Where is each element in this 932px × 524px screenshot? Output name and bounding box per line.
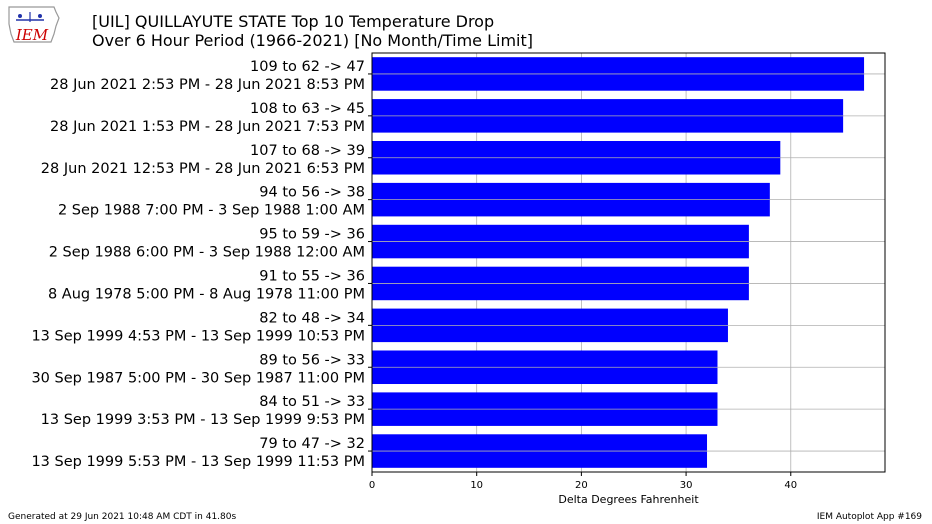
- category-label-drop: 95 to 59 -> 36: [259, 227, 365, 243]
- category-label-period: 28 Jun 2021 2:53 PM - 28 Jun 2021 8:53 P…: [50, 77, 365, 93]
- category-label-period: 8 Aug 1978 5:00 PM - 8 Aug 1978 11:00 PM: [48, 286, 365, 302]
- category-label-period: 13 Sep 1999 5:53 PM - 13 Sep 1999 11:53 …: [31, 454, 365, 470]
- category-label-period: 2 Sep 1988 7:00 PM - 3 Sep 1988 1:00 AM: [58, 203, 365, 219]
- category-label-period: 13 Sep 1999 3:53 PM - 13 Sep 1999 9:53 P…: [41, 412, 365, 428]
- title-line-1: [UIL] QUILLAYUTE STATE Top 10 Temperatur…: [92, 12, 495, 31]
- x-tick-label: 0: [369, 480, 375, 491]
- x-tick-label: 10: [470, 480, 483, 491]
- category-label-period: 30 Sep 1987 5:00 PM - 30 Sep 1987 11:00 …: [31, 370, 365, 386]
- iowa-state-outline-icon: IEM: [8, 6, 60, 44]
- app-id: IEM Autoplot App #169: [816, 512, 922, 522]
- plot-frame: [371, 52, 886, 473]
- category-label-period: 28 Jun 2021 1:53 PM - 28 Jun 2021 7:53 P…: [50, 119, 365, 135]
- category-label-drop: 94 to 56 -> 38: [259, 185, 365, 201]
- tick-layer: 0 10 20 30 40: [368, 73, 797, 491]
- category-label-drop: 84 to 51 -> 33: [259, 394, 365, 410]
- category-label-drop: 79 to 47 -> 32: [259, 436, 365, 452]
- title-line-2: Over 6 Hour Period (1966-2021) [No Month…: [92, 31, 533, 50]
- x-tick-label: 20: [575, 480, 588, 491]
- logo-text: IEM: [15, 26, 49, 44]
- category-label-period: 2 Sep 1988 6:00 PM - 3 Sep 1988 12:00 AM: [49, 245, 365, 261]
- category-label-period: 28 Jun 2021 12:53 PM - 28 Jun 2021 6:53 …: [41, 161, 365, 177]
- bar-layer: [372, 57, 865, 468]
- category-label-period: 13 Sep 1999 4:53 PM - 13 Sep 1999 10:53 …: [31, 328, 365, 344]
- category-label-drop: 108 to 63 -> 45: [250, 101, 365, 117]
- chart-title: [UIL] QUILLAYUTE STATE Top 10 Temperatur…: [92, 12, 533, 50]
- iem-logo: IEM: [6, 4, 62, 46]
- category-label-drop: 91 to 55 -> 36: [259, 268, 365, 284]
- generated-timestamp: Generated at 29 Jun 2021 10:48 AM CDT in…: [8, 512, 237, 522]
- category-label-drop: 109 to 62 -> 47: [250, 59, 365, 75]
- category-labels: 109 to 62 -> 47 28 Jun 2021 2:53 PM - 28 …: [31, 59, 365, 470]
- category-label-drop: 82 to 48 -> 34: [259, 310, 365, 326]
- x-tick-label: 40: [784, 480, 797, 491]
- x-tick-label: 30: [680, 480, 693, 491]
- category-label-drop: 89 to 56 -> 33: [259, 352, 365, 368]
- category-label-drop: 107 to 68 -> 39: [250, 143, 365, 159]
- x-axis-label: Delta Degrees Fahrenheit: [558, 493, 699, 506]
